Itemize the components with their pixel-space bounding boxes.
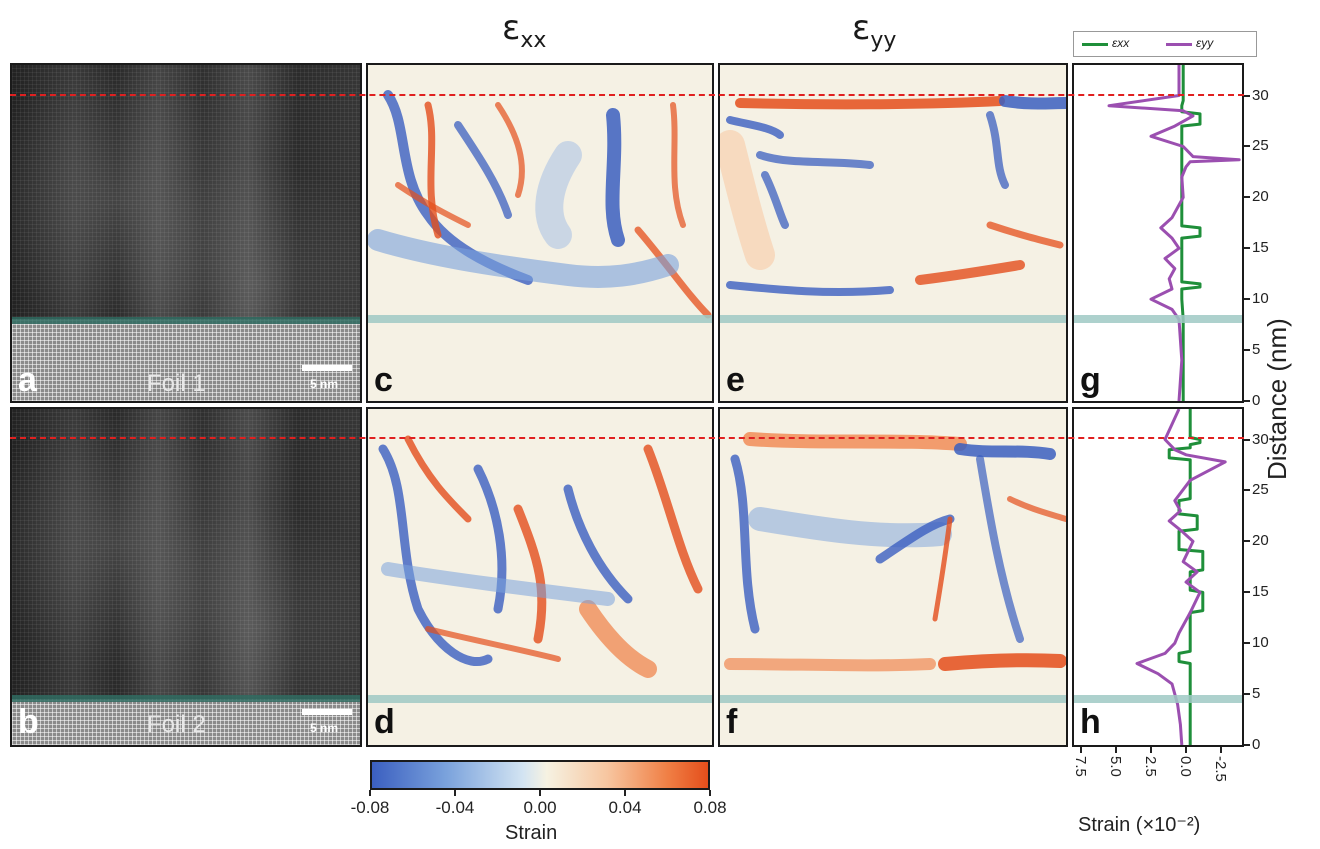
y-tick-label: 20 (1252, 532, 1269, 550)
panel-e-letter: e (726, 361, 745, 399)
strain-axis-label: Strain (×10⁻²) (1078, 814, 1201, 836)
y-tick-mark (1244, 540, 1250, 543)
legend-exx-swatch (1082, 43, 1108, 46)
panel-c-letter: c (374, 361, 393, 399)
scale-text-a: 5 nm (310, 377, 339, 391)
y-tick-mark (1244, 94, 1250, 97)
scale-text-b: 5 nm (310, 721, 339, 735)
y-tick-label: 30 (1252, 86, 1269, 104)
y-tick-label: 15 (1252, 239, 1269, 257)
series-line-exx (1167, 409, 1205, 745)
y-tick-mark (1244, 744, 1250, 746)
y-tick-label: 15 (1252, 583, 1269, 601)
panel-f-eyy-map-foil2: f (718, 407, 1068, 747)
strain-colorbar (370, 760, 710, 790)
colorbar-tick-mark (709, 790, 711, 796)
y-tick-mark (1244, 693, 1250, 696)
x-tick-label: 7.5 (1072, 756, 1089, 777)
y-tick-label: 0 (1252, 392, 1261, 409)
ref-line-foil2 (10, 437, 1244, 439)
eyy-header: εyy (852, 8, 897, 53)
scale-bar-b (302, 709, 352, 715)
colorbar-tick-label: -0.08 (350, 798, 390, 817)
distance-axis-label: Distance (nm) (1262, 318, 1292, 480)
foil-1-label: Foil 1 (147, 370, 206, 397)
y-tick-label: 20 (1252, 188, 1269, 206)
panel-d-exx-map-foil2: d (366, 407, 714, 747)
colorbar-tick-mark (624, 790, 626, 796)
y-tick-mark (1244, 400, 1250, 402)
y-tick-mark (1244, 489, 1250, 492)
panel-e-eyy-map-foil1: e (718, 63, 1068, 403)
y-tick-label: 25 (1252, 137, 1269, 155)
y-tick-label: 10 (1252, 634, 1269, 652)
x-tick-mark (1150, 747, 1152, 753)
y-tick-mark (1244, 591, 1250, 594)
panel-g-letter: g (1080, 361, 1101, 399)
profile-plot-h (1135, 409, 1227, 745)
colorbar-tick-mark (454, 790, 456, 796)
panel-g-profile: g (1072, 63, 1244, 403)
profile-legend: εxx εyy (1073, 31, 1257, 57)
series-line-eyy (1107, 65, 1241, 401)
x-tick-label: 0.0 (1177, 756, 1194, 777)
y-tick-mark (1244, 642, 1250, 645)
legend-eyy-label: εyy (1196, 36, 1214, 50)
panel-a-letter: a (18, 361, 37, 399)
panel-c-exx-map-foil1: c (366, 63, 714, 403)
panel-f-letter: f (726, 703, 738, 741)
ref-line-foil1 (10, 94, 1244, 96)
y-tick-label: 5 (1252, 685, 1261, 703)
x-tick-mark (1115, 747, 1117, 753)
panel-h-profile: h (1072, 407, 1244, 747)
series-line-eyy (1135, 409, 1227, 745)
colorbar-label: Strain (505, 822, 558, 844)
legend-eyy-swatch (1166, 43, 1192, 46)
y-tick-label: 10 (1252, 290, 1269, 308)
panel-b-tem-image: b Foil 2 5 nm (10, 407, 362, 747)
y-tick-mark (1244, 145, 1250, 148)
x-tick-label: 2.5 (1142, 756, 1159, 777)
colorbar-tick-mark (539, 790, 541, 796)
scale-bar-a (302, 365, 352, 371)
legend-exx-label: εxx (1112, 36, 1130, 50)
y-tick-mark (1244, 438, 1250, 441)
x-tick-mark (1220, 747, 1222, 753)
colorbar-tick-label: 0.00 (523, 798, 557, 817)
y-tick-mark (1244, 349, 1250, 352)
colorbar-tick-mark (369, 790, 371, 796)
y-tick-label: 25 (1252, 481, 1269, 499)
colorbar-tick-label: 0.08 (693, 798, 727, 817)
y-tick-label: 0 (1252, 736, 1261, 753)
y-tick-mark (1244, 247, 1250, 250)
y-tick-label: 5 (1252, 341, 1261, 359)
panel-a-tem-image: a Foil 1 5 nm (10, 63, 362, 403)
colorbar-tick-label: -0.04 (435, 798, 475, 817)
x-tick-label: -2.5 (1212, 756, 1229, 782)
y-tick-label: 30 (1252, 430, 1269, 448)
y-tick-mark (1244, 298, 1250, 301)
y-tick-mark (1244, 196, 1250, 199)
exx-header: εxx (502, 8, 547, 53)
panel-d-letter: d (374, 703, 395, 741)
profile-plot-g (1107, 65, 1241, 401)
foil-2-label: Foil 2 (147, 711, 206, 738)
panel-h-letter: h (1080, 703, 1101, 741)
x-tick-mark (1185, 747, 1187, 753)
x-tick-label: 5.0 (1107, 756, 1124, 777)
panel-b-letter: b (18, 703, 39, 741)
x-tick-mark (1080, 747, 1082, 753)
colorbar-tick-label: 0.04 (608, 798, 642, 817)
